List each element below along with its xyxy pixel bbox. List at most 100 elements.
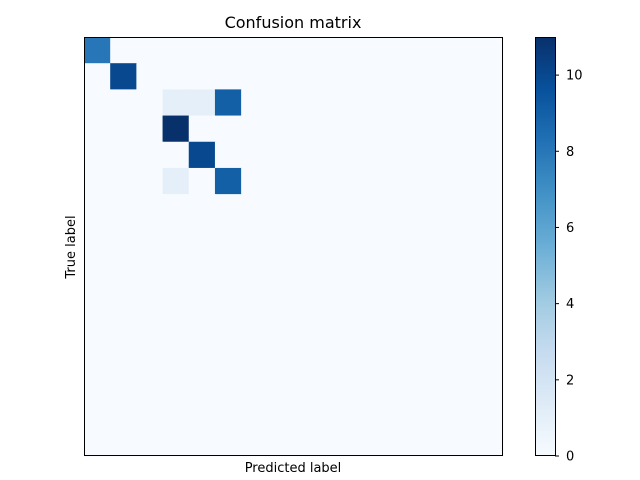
heatmap-cell	[162, 141, 190, 169]
heatmap-cell	[241, 403, 268, 431]
heatmap-cell	[424, 377, 452, 405]
plot-frame	[84, 37, 503, 456]
heatmap-cell	[293, 298, 321, 326]
heatmap-cell	[136, 272, 164, 300]
heatmap-cell	[188, 167, 216, 195]
heatmap-cell	[424, 89, 452, 117]
heatmap-cell	[450, 325, 478, 352]
heatmap-cell	[267, 298, 295, 326]
heatmap-cell	[267, 246, 295, 274]
heatmap-cell	[188, 377, 216, 405]
heatmap-cell	[319, 63, 347, 90]
heatmap-cell	[214, 272, 242, 300]
heatmap-cell	[476, 351, 504, 379]
heatmap-cell	[345, 194, 373, 221]
heatmap-cell	[476, 246, 504, 274]
heatmap-cell	[267, 37, 295, 64]
heatmap-cell	[293, 377, 321, 405]
heatmap-cell	[476, 325, 504, 352]
heatmap-cell	[450, 429, 478, 457]
colorbar-tick-label: 10	[566, 69, 583, 84]
heatmap-cell	[162, 272, 190, 300]
heatmap-cell	[345, 377, 373, 405]
heatmap-cell	[424, 167, 452, 195]
heatmap-cell	[293, 141, 321, 169]
heatmap-cell	[188, 63, 216, 90]
heatmap-cell	[267, 194, 295, 221]
heatmap-cell	[162, 377, 190, 405]
heatmap-cell	[345, 429, 373, 457]
heatmap-cell	[214, 89, 242, 117]
heatmap-cell	[214, 220, 242, 248]
heatmap-cell	[162, 403, 190, 431]
heatmap-cell	[136, 377, 164, 405]
heatmap-cell	[110, 115, 137, 143]
heatmap-cell	[136, 429, 164, 457]
heatmap-cell	[293, 429, 321, 457]
heatmap-cell	[424, 194, 452, 221]
heatmap-cell	[241, 246, 268, 274]
heatmap-cell	[345, 89, 373, 117]
heatmap-cell	[188, 325, 216, 352]
heatmap-cell	[267, 272, 295, 300]
heatmap-cell	[345, 220, 373, 248]
colorbar-tick-label: 8	[566, 145, 574, 160]
heatmap-cell	[424, 351, 452, 379]
heatmap-cell	[110, 220, 137, 248]
heatmap-cell	[136, 115, 164, 143]
heatmap-cell	[398, 403, 426, 431]
heatmap-cell	[84, 298, 111, 326]
heatmap-cell	[267, 429, 295, 457]
heatmap-cell	[188, 194, 216, 221]
heatmap-cell	[372, 377, 399, 405]
heatmap-cell	[267, 167, 295, 195]
heatmap-cell	[162, 115, 190, 143]
heatmap-cell	[162, 429, 190, 457]
heatmap-cell	[267, 325, 295, 352]
heatmap-cell	[267, 89, 295, 117]
heatmap-cell	[84, 246, 111, 274]
heatmap-cell	[84, 377, 111, 405]
heatmap-cell	[241, 429, 268, 457]
heatmap-cell	[398, 167, 426, 195]
heatmap-cell	[84, 63, 111, 90]
heatmap-cell	[372, 37, 399, 64]
colorbar-ticks: 0 2 4 6 8 10	[555, 69, 583, 465]
heatmap-cell	[345, 403, 373, 431]
heatmap-cell	[372, 220, 399, 248]
heatmap-cell	[293, 89, 321, 117]
heatmap-cell	[424, 298, 452, 326]
heatmap-cell	[424, 429, 452, 457]
heatmap-cell	[214, 377, 242, 405]
heatmap-cell	[136, 141, 164, 169]
chart-title: Confusion matrix	[225, 13, 362, 32]
heatmap-cell	[188, 351, 216, 379]
heatmap-cell	[450, 194, 478, 221]
heatmap-cell	[162, 89, 190, 117]
heatmap-cell	[267, 351, 295, 379]
heatmap-cell	[450, 272, 478, 300]
heatmap-cell	[398, 298, 426, 326]
heatmap-cell	[398, 429, 426, 457]
heatmap-cell	[267, 63, 295, 90]
colorbar-tick-label: 2	[566, 373, 574, 388]
colorbar-tick-label: 0	[566, 450, 574, 465]
heatmap-cell	[345, 37, 373, 64]
heatmap-cell	[136, 298, 164, 326]
heatmap-cell	[110, 37, 137, 64]
heatmap-cell	[398, 351, 426, 379]
heatmap-cell	[188, 89, 216, 117]
heatmap-cell	[241, 37, 268, 64]
heatmap-cell	[84, 115, 111, 143]
heatmap-cell	[110, 194, 137, 221]
heatmap-cell	[110, 429, 137, 457]
heatmap-cell	[214, 194, 242, 221]
heatmap-cell	[293, 194, 321, 221]
heatmap-cell	[110, 272, 137, 300]
heatmap-cell	[188, 246, 216, 274]
heatmap-cell	[188, 141, 216, 169]
heatmap-cell	[214, 298, 242, 326]
heatmap-cell	[372, 325, 399, 352]
heatmap-cell	[214, 246, 242, 274]
heatmap-cell	[345, 63, 373, 90]
